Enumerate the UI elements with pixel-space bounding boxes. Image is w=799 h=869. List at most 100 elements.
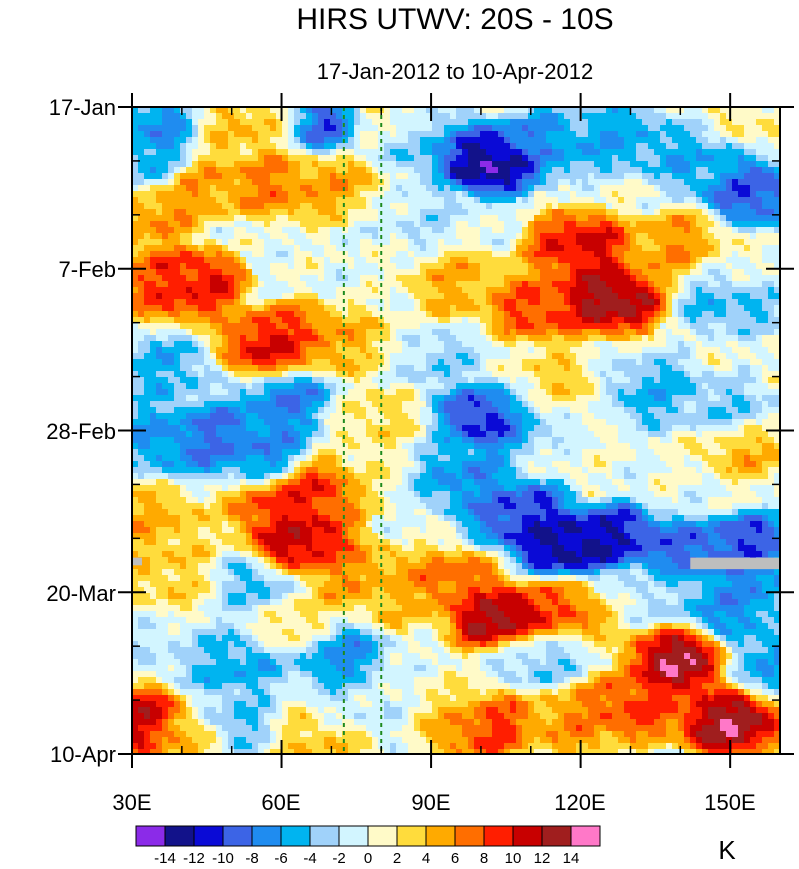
heat-cell [192, 167, 199, 174]
heat-cell [498, 167, 505, 174]
heat-cell [612, 365, 619, 372]
heat-cell [324, 323, 331, 330]
heat-cell [612, 125, 619, 132]
heat-cell [522, 347, 529, 354]
heat-cell [408, 113, 415, 120]
heat-cell [600, 305, 607, 312]
heat-cell [228, 215, 235, 222]
heat-cell [150, 269, 157, 276]
heat-cell [222, 281, 229, 288]
heat-cell [276, 347, 283, 354]
heat-cell [366, 353, 373, 360]
heat-cell [444, 341, 451, 348]
heat-cell [156, 329, 163, 336]
heat-cell [450, 167, 457, 174]
heat-cell [312, 155, 319, 162]
heat-cell [678, 287, 685, 294]
heat-cell [174, 197, 181, 204]
heat-cell [294, 221, 301, 228]
heat-cell [546, 269, 553, 276]
heat-cell [774, 239, 780, 246]
heat-cell [546, 179, 553, 186]
heat-cell [756, 161, 763, 168]
heat-cell [396, 137, 403, 144]
heat-cell [312, 131, 319, 138]
heat-cell [666, 377, 673, 384]
heat-cell [756, 299, 763, 306]
heat-cell [276, 245, 283, 252]
heat-cell [678, 299, 685, 306]
heat-cell [690, 377, 697, 384]
heat-cell [348, 329, 355, 336]
heat-cell [162, 131, 169, 138]
heat-cell [588, 125, 595, 132]
heat-cell [246, 191, 253, 198]
heat-cell [708, 371, 715, 378]
heat-cell [600, 125, 607, 132]
heat-cell [348, 113, 355, 120]
heat-cell [612, 269, 619, 276]
heat-cell [156, 185, 163, 192]
heat-cell [534, 329, 541, 336]
heat-cell [642, 317, 649, 324]
heat-cell [630, 263, 637, 270]
heat-cell [648, 161, 655, 168]
heat-cell [606, 185, 613, 192]
heat-cell [606, 329, 613, 336]
heat-cell [450, 185, 457, 192]
heat-cell [630, 293, 637, 300]
heat-cell [498, 293, 505, 300]
heat-cell [420, 179, 427, 186]
heat-cell [702, 173, 709, 180]
heat-cell [360, 305, 367, 312]
heat-cell [444, 155, 451, 162]
heat-cell [450, 143, 457, 150]
heat-cell [420, 155, 427, 162]
heat-cell [156, 365, 163, 372]
heat-cell [168, 113, 175, 120]
heat-cell [240, 281, 247, 288]
heat-cell [696, 281, 703, 288]
heat-cell [216, 371, 223, 378]
heat-cell [354, 137, 361, 144]
heat-cell [684, 191, 691, 198]
heat-cell [192, 245, 199, 252]
heat-cell [738, 203, 745, 210]
heat-cell [396, 173, 403, 180]
heat-cell [600, 293, 607, 300]
heat-cell [342, 317, 349, 324]
heat-cell [474, 257, 481, 264]
heat-cell [516, 125, 523, 132]
heat-cell [552, 221, 559, 228]
heat-cell [618, 143, 625, 150]
heat-cell [402, 221, 409, 228]
heat-cell [192, 371, 199, 378]
heat-cell [606, 233, 613, 240]
heat-cell [486, 281, 493, 288]
heat-cell [528, 197, 535, 204]
heat-cell [762, 347, 769, 354]
heat-cell [690, 275, 697, 282]
heat-cell [648, 215, 655, 222]
heat-cell [174, 179, 181, 186]
heat-cell [654, 317, 661, 324]
heat-cell [318, 143, 325, 150]
heat-cell [174, 299, 181, 306]
heat-cell [708, 257, 715, 264]
heat-cell [516, 221, 523, 228]
heat-cell [138, 299, 145, 306]
heat-cell [150, 287, 157, 294]
heat-cell [474, 173, 481, 180]
heat-cell [738, 251, 745, 258]
heat-cell [240, 245, 247, 252]
heat-cell [768, 113, 775, 120]
heat-cell [216, 179, 223, 186]
heat-cell [708, 281, 715, 288]
heat-cell [450, 239, 457, 246]
heat-cell [294, 179, 301, 186]
heat-cell [636, 245, 643, 252]
heat-cell [720, 287, 727, 294]
heat-cell [450, 377, 457, 384]
heat-cell [234, 323, 241, 330]
heat-cell [552, 245, 559, 252]
